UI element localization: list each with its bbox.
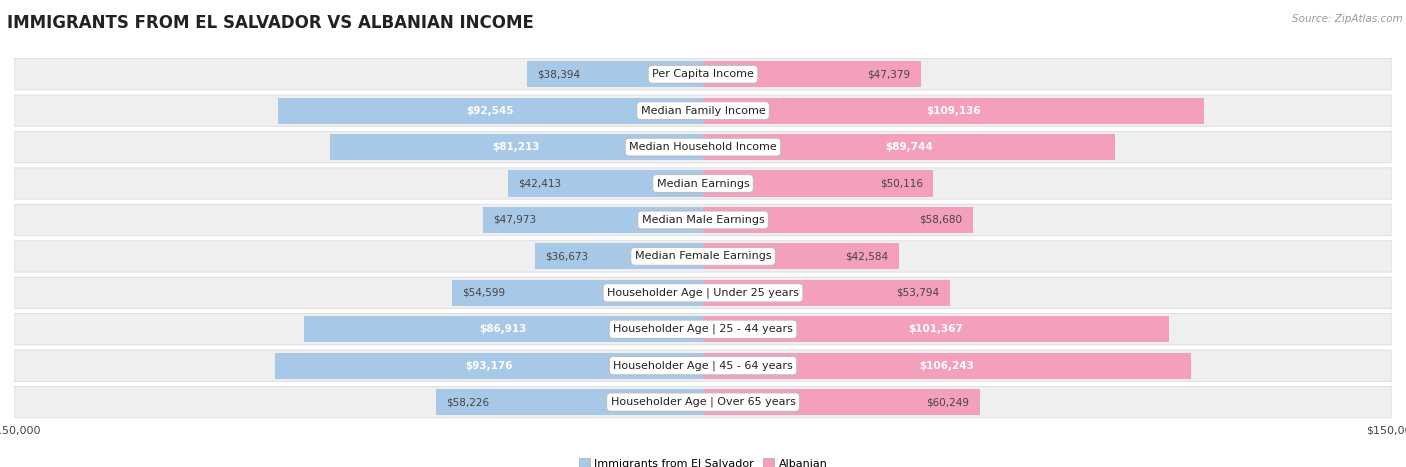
Bar <box>703 207 973 233</box>
Bar <box>703 280 950 306</box>
Text: $92,545: $92,545 <box>467 106 515 116</box>
FancyBboxPatch shape <box>14 204 1392 236</box>
FancyBboxPatch shape <box>14 277 1392 309</box>
Bar <box>703 389 980 415</box>
Text: $58,226: $58,226 <box>446 397 489 407</box>
Text: Median Earnings: Median Earnings <box>657 178 749 189</box>
Bar <box>534 243 703 269</box>
Bar <box>703 170 934 197</box>
Text: $106,243: $106,243 <box>920 361 974 371</box>
Text: $60,249: $60,249 <box>927 397 969 407</box>
Bar <box>508 170 703 197</box>
Bar <box>703 134 1115 160</box>
Bar <box>453 280 703 306</box>
FancyBboxPatch shape <box>14 58 1392 90</box>
Text: Median Female Earnings: Median Female Earnings <box>634 251 772 262</box>
Text: $101,367: $101,367 <box>908 324 963 334</box>
Text: Source: ZipAtlas.com: Source: ZipAtlas.com <box>1292 14 1403 24</box>
Text: $36,673: $36,673 <box>546 251 588 262</box>
Text: Householder Age | 45 - 64 years: Householder Age | 45 - 64 years <box>613 361 793 371</box>
Text: $93,176: $93,176 <box>465 361 513 371</box>
Bar <box>304 316 703 342</box>
Bar <box>527 61 703 87</box>
Text: $47,973: $47,973 <box>494 215 536 225</box>
Text: $86,913: $86,913 <box>479 324 527 334</box>
Legend: Immigrants from El Salvador, Albanian: Immigrants from El Salvador, Albanian <box>574 454 832 467</box>
Text: $58,680: $58,680 <box>920 215 962 225</box>
Text: IMMIGRANTS FROM EL SALVADOR VS ALBANIAN INCOME: IMMIGRANTS FROM EL SALVADOR VS ALBANIAN … <box>7 14 534 32</box>
FancyBboxPatch shape <box>14 131 1392 163</box>
Bar <box>703 353 1191 379</box>
FancyBboxPatch shape <box>14 386 1392 418</box>
Text: $42,413: $42,413 <box>519 178 561 189</box>
Text: Householder Age | Under 25 years: Householder Age | Under 25 years <box>607 288 799 298</box>
FancyBboxPatch shape <box>14 313 1392 345</box>
FancyBboxPatch shape <box>14 241 1392 272</box>
Bar <box>276 353 703 379</box>
Bar <box>482 207 703 233</box>
Text: $38,394: $38,394 <box>537 69 581 79</box>
FancyBboxPatch shape <box>14 168 1392 199</box>
Text: $42,584: $42,584 <box>845 251 889 262</box>
Text: Householder Age | 25 - 44 years: Householder Age | 25 - 44 years <box>613 324 793 334</box>
Text: $47,379: $47,379 <box>868 69 910 79</box>
Text: Median Male Earnings: Median Male Earnings <box>641 215 765 225</box>
Text: $89,744: $89,744 <box>886 142 934 152</box>
Text: $54,599: $54,599 <box>463 288 506 298</box>
Text: Householder Age | Over 65 years: Householder Age | Over 65 years <box>610 397 796 407</box>
Text: Median Family Income: Median Family Income <box>641 106 765 116</box>
Text: $81,213: $81,213 <box>492 142 540 152</box>
Text: $109,136: $109,136 <box>927 106 981 116</box>
Text: $53,794: $53,794 <box>897 288 939 298</box>
FancyBboxPatch shape <box>14 95 1392 127</box>
Bar <box>330 134 703 160</box>
FancyBboxPatch shape <box>14 350 1392 382</box>
Bar <box>703 243 898 269</box>
Text: Median Household Income: Median Household Income <box>628 142 778 152</box>
Bar <box>436 389 703 415</box>
Bar <box>278 98 703 124</box>
Text: $50,116: $50,116 <box>880 178 922 189</box>
Bar <box>703 61 921 87</box>
Bar <box>703 98 1205 124</box>
Bar <box>703 316 1168 342</box>
Text: Per Capita Income: Per Capita Income <box>652 69 754 79</box>
